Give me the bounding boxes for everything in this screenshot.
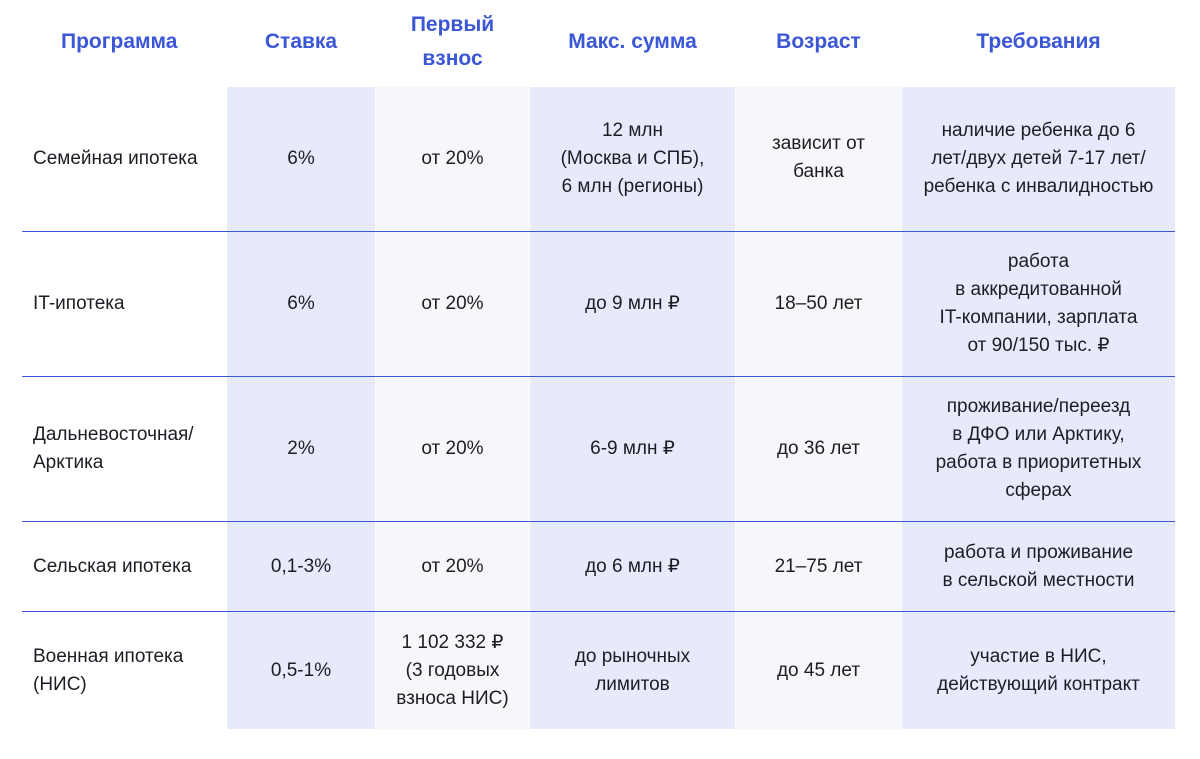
cell-age: до 36 лет — [776, 438, 861, 459]
cell-rate: 2% — [287, 438, 315, 459]
row-divider — [22, 231, 1175, 232]
cell-max-sum: 6-9 млн ₽ — [590, 438, 675, 459]
row-divider — [22, 611, 1175, 612]
header-program: Программа — [61, 29, 178, 53]
row-divider — [22, 521, 1175, 522]
cell-requirements: наличие ребенка до 6 лет/двух детей 7-17… — [923, 120, 1154, 197]
cell-requirements: работа в аккредитованной IT-компании, за… — [939, 251, 1138, 356]
cell-age: до 45 лет — [776, 659, 861, 681]
column-requirements-background — [902, 87, 1175, 729]
cell-down-payment: от 20% — [421, 148, 484, 169]
cell-age: 18–50 лет — [774, 293, 863, 314]
cell-program: IT-ипотека — [33, 293, 125, 314]
cell-requirements: проживание/переезд в ДФО или Арктику, ра… — [935, 396, 1142, 501]
cell-down-payment: 1 102 332 ₽ (3 годовых взноса НИС) — [396, 631, 509, 709]
header-age: Возраст — [776, 29, 861, 53]
table-row-family: Семейная ипотека 6% от 20% 12 млн (Москв… — [0, 87, 1200, 231]
column-max-sum-background — [530, 87, 735, 729]
cell-down-payment: от 20% — [421, 555, 484, 577]
cell-rate: 0,5-1% — [270, 659, 332, 681]
cell-down-payment: от 20% — [421, 293, 484, 314]
table-row-rural: Сельская ипотека 0,1-3% от 20% до 6 млн … — [0, 522, 1200, 611]
cell-age: зависит от банка — [772, 133, 865, 182]
cell-requirements: участие в НИС, действующий контракт — [937, 645, 1140, 695]
cell-program: Дальневосточная/ Арктика — [33, 424, 194, 473]
cell-max-sum: до рыночных лимитов — [574, 645, 691, 695]
header-requirements: Требования — [976, 29, 1101, 53]
cell-max-sum: 12 млн (Москва и СПБ), 6 млн (регионы) — [560, 120, 705, 197]
cell-rate: 0,1-3% — [270, 555, 332, 577]
header-rate: Ставка — [264, 29, 338, 53]
cell-age: 21–75 лет — [774, 555, 863, 577]
table-row-military: Военная ипотека (НИС) 0,5-1% 1 102 332 ₽… — [0, 612, 1200, 729]
cell-rate: 6% — [287, 293, 315, 314]
header-down-payment: Первый взнос — [410, 12, 495, 70]
column-age-background — [736, 87, 901, 729]
column-down-payment-background — [376, 87, 529, 729]
row-divider — [22, 376, 1175, 377]
cell-max-sum: до 9 млн ₽ — [585, 293, 680, 314]
cell-program: Сельская ипотека — [33, 555, 192, 577]
cell-down-payment: от 20% — [421, 438, 484, 459]
cell-rate: 6% — [287, 148, 315, 169]
cell-max-sum: до 6 млн ₽ — [585, 555, 680, 577]
cell-program: Военная ипотека (НИС) — [33, 645, 184, 695]
column-rate-background — [227, 87, 375, 729]
table-row-it: IT-ипотека 6% от 20% до 9 млн ₽ 18–50 ле… — [0, 232, 1200, 376]
table-row-far-east: Дальневосточная/ Арктика 2% от 20% 6-9 м… — [0, 377, 1200, 521]
header-max-sum: Макс. сумма — [568, 29, 697, 53]
cell-requirements: работа и проживание в сельской местности — [942, 541, 1135, 591]
cell-program: Семейная ипотека — [33, 148, 198, 169]
